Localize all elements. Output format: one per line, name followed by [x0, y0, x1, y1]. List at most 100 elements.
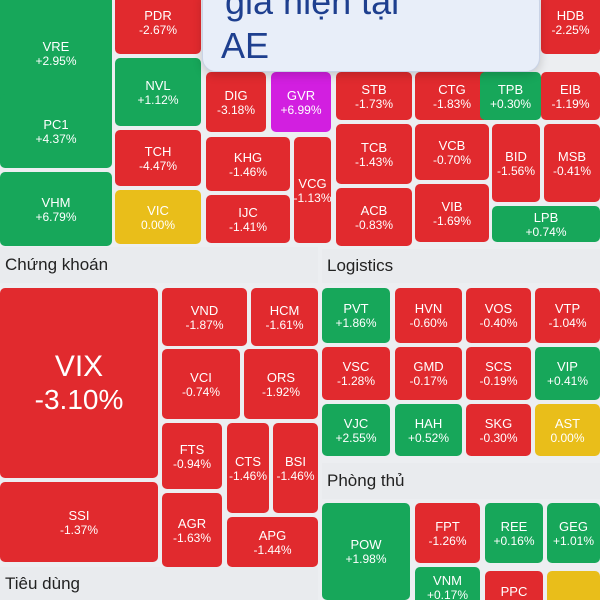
tile-geg[interactable]: GEG +1.01% — [547, 503, 600, 563]
ticker-symbol: NVL — [145, 77, 171, 93]
ticker-symbol: STB — [361, 81, 387, 97]
ticker-symbol: FPT — [435, 518, 460, 534]
tile-lpb[interactable]: LPB +0.74% — [492, 206, 600, 242]
percent-change: +1.01% — [552, 533, 595, 548]
tile-acb[interactable]: ACB -0.83% — [336, 188, 412, 246]
tile-apg[interactable]: APG -1.44% — [227, 517, 318, 567]
tile-cts[interactable]: CTS -1.46% — [227, 423, 269, 513]
ticker-symbol: PPC — [500, 583, 528, 599]
percent-change: -0.41% — [552, 163, 592, 178]
tile-msb[interactable]: MSB -0.41% — [544, 124, 600, 202]
percent-change: -1.19% — [551, 96, 590, 111]
tile-fpt[interactable]: FPT -1.26% — [415, 503, 480, 563]
tile-vix[interactable]: VIX -3.10% — [0, 288, 158, 478]
tile-ssi[interactable]: SSI -1.37% — [0, 482, 158, 562]
tile-pc1[interactable]: PC1 +4.37% — [0, 94, 112, 168]
percent-change: 0.00% — [550, 430, 585, 445]
percent-change: -1.41% — [228, 219, 268, 234]
tile-ors[interactable]: ORS -1.92% — [244, 349, 318, 419]
section-header-tieu-dung: Tiêu dùng — [0, 567, 318, 600]
tile-pow[interactable]: POW +1.98% — [322, 503, 410, 600]
ticker-symbol: PC1 — [43, 116, 69, 132]
ticker-symbol: VHM — [41, 194, 71, 210]
ticker-symbol: VTP — [554, 301, 581, 316]
ticker-symbol: MSB — [557, 148, 587, 164]
tile-stb[interactable]: STB -1.73% — [336, 72, 412, 120]
ticker-symbol: AST — [554, 415, 581, 431]
tile-vtp[interactable]: VTP -1.04% — [535, 288, 600, 343]
tile-bid[interactable]: BID -1.56% — [492, 124, 540, 202]
percent-change: +6.99% — [280, 102, 322, 117]
tile-gvr[interactable]: GVR +6.99% — [271, 72, 331, 132]
percent-change: -0.40% — [479, 316, 518, 330]
tile-agr[interactable]: AGR -1.63% — [162, 493, 222, 567]
ticker-symbol: VND — [190, 302, 219, 318]
tile-ctg[interactable]: CTG -1.83% — [415, 72, 489, 120]
ticker-symbol: DIG — [224, 87, 248, 103]
ticker-symbol: VOS — [484, 301, 513, 316]
tile-dig[interactable]: DIG -3.18% — [206, 72, 266, 132]
tile-hcm[interactable]: HCM -1.61% — [251, 288, 318, 346]
tile-pvt[interactable]: PVT +1.86% — [322, 288, 390, 343]
ticker-symbol: HCM — [269, 302, 300, 318]
ticker-symbol: VIB — [441, 198, 463, 214]
percent-change: +1.86% — [335, 316, 377, 330]
tile-tpb[interactable]: TPB +0.30% — [480, 72, 541, 120]
tile-tch[interactable]: TCH -4.47% — [115, 130, 201, 186]
percent-change: +2.55% — [335, 430, 377, 445]
tile-hdb[interactable]: HDB -2.25% — [541, 0, 600, 54]
ticker-symbol: CTS — [235, 453, 261, 469]
tile-vnm[interactable]: VNM +0.17% — [415, 567, 480, 600]
percent-change: -1.04% — [548, 316, 587, 330]
ticker-symbol: SSI — [68, 507, 90, 523]
tile-vhm[interactable]: VHM +6.79% — [0, 172, 112, 246]
tile-vnd[interactable]: VND -1.87% — [162, 288, 247, 346]
percent-change: -1.56% — [496, 163, 536, 178]
tile-pdr[interactable]: PDR -2.67% — [115, 0, 201, 54]
tile-vos[interactable]: VOS -0.40% — [466, 288, 531, 343]
percent-change: -1.83% — [432, 96, 472, 111]
percent-change: +0.41% — [546, 374, 589, 388]
tile-eib[interactable]: EIB -1.19% — [541, 72, 600, 120]
tile-blank-53[interactable] — [547, 571, 600, 600]
tile-vib[interactable]: VIB -1.69% — [415, 184, 489, 242]
ticker-symbol: SKG — [484, 415, 513, 431]
percent-change: -1.46% — [276, 468, 315, 483]
tile-vcg[interactable]: VCG -1.13% — [294, 137, 331, 243]
tile-vjc[interactable]: VJC +2.55% — [322, 404, 390, 456]
ticker-symbol: CTG — [438, 81, 466, 97]
tile-vci[interactable]: VCI -0.74% — [162, 349, 240, 419]
percent-change: -1.28% — [336, 374, 376, 388]
tile-khg[interactable]: KHG -1.46% — [206, 137, 290, 191]
tile-ijc[interactable]: IJC -1.41% — [206, 195, 290, 243]
tile-ast[interactable]: AST 0.00% — [535, 404, 600, 456]
tile-nvl[interactable]: NVL +1.12% — [115, 58, 201, 126]
tile-skg[interactable]: SKG -0.30% — [466, 404, 531, 456]
percent-change: -1.46% — [228, 468, 268, 483]
tile-hah[interactable]: HAH +0.52% — [395, 404, 462, 456]
percent-change: +1.12% — [137, 92, 179, 107]
tile-bsi[interactable]: BSI -1.46% — [273, 423, 318, 513]
tile-scs[interactable]: SCS -0.19% — [466, 347, 531, 400]
tile-vcb[interactable]: VCB -0.70% — [415, 124, 489, 180]
percent-change: -2.67% — [138, 22, 178, 37]
ticker-symbol: TCH — [144, 143, 172, 159]
ticker-symbol: VCG — [298, 175, 327, 191]
tile-hvn[interactable]: HVN -0.60% — [395, 288, 462, 343]
tile-tcb[interactable]: TCB -1.43% — [336, 124, 412, 184]
tile-ree[interactable]: REE +0.16% — [485, 503, 543, 563]
tile-gmd[interactable]: GMD -0.17% — [395, 347, 462, 400]
ticker-symbol: HAH — [414, 415, 443, 431]
percent-change: -0.74% — [181, 384, 221, 399]
tile-ppc[interactable]: PPC — [485, 571, 543, 600]
percent-change: +0.16% — [493, 533, 535, 548]
percent-change: -0.83% — [354, 217, 394, 232]
ticker-symbol: VJC — [343, 415, 369, 431]
percent-change: -2.25% — [551, 22, 590, 37]
tile-vsc[interactable]: VSC -1.28% — [322, 347, 390, 400]
section-header-phong-thu: Phòng thủ — [322, 463, 600, 499]
tile-fts[interactable]: FTS -0.94% — [162, 423, 222, 489]
ticker-symbol: BID — [505, 148, 527, 164]
tile-vic[interactable]: VIC 0.00% — [115, 190, 201, 244]
tile-vip[interactable]: VIP +0.41% — [535, 347, 600, 400]
